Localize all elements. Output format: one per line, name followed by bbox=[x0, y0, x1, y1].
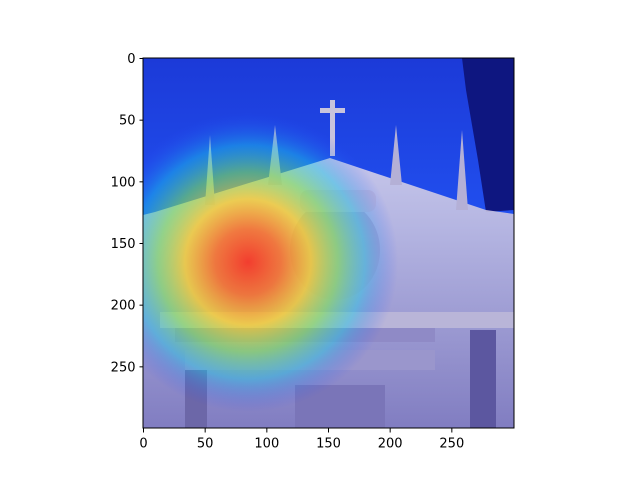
x-tick-label: 0 bbox=[139, 437, 147, 452]
heatmap-image bbox=[143, 58, 514, 428]
y-tick-label: 0 bbox=[127, 52, 135, 67]
x-tick-label: 200 bbox=[378, 437, 403, 452]
x-axis: 0 50 100 150 200 250 bbox=[139, 428, 464, 452]
y-axis: 0 50 100 150 200 250 bbox=[111, 52, 144, 375]
y-tick-label: 200 bbox=[111, 299, 136, 314]
x-tick-label: 50 bbox=[197, 437, 214, 452]
x-tick-label: 150 bbox=[316, 437, 341, 452]
y-tick-label: 100 bbox=[111, 175, 136, 190]
y-tick-label: 250 bbox=[111, 360, 136, 375]
x-tick-label: 250 bbox=[439, 437, 464, 452]
y-tick-label: 150 bbox=[111, 237, 136, 252]
heat-overlay bbox=[143, 58, 514, 428]
x-tick-label: 100 bbox=[254, 437, 279, 452]
y-tick-label: 50 bbox=[119, 114, 136, 129]
